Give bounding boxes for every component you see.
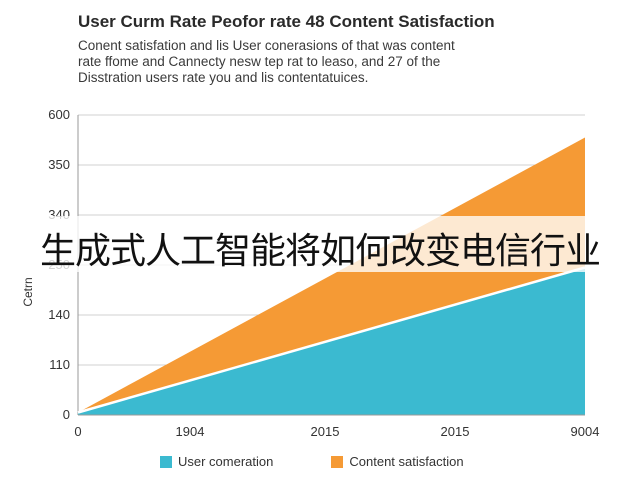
y-tick-label: 0 [63,407,70,422]
subtitle-line: rate ffome and Cannecty nesw tep rat to … [78,54,441,69]
y-tick-label: 350 [48,157,70,172]
subtitle-line: Disstration users rate you and lis conte… [78,70,369,85]
subtitle-line: Conent satisfation and lis User conerasi… [78,38,455,53]
overlay-caption: 生成式人工智能将如何改变电信行业 [39,231,601,272]
x-tick-label: 2015 [441,424,470,439]
x-tick-label: 2015 [311,424,340,439]
x-tick-label: 1904 [176,424,205,439]
overlay-banner [0,216,640,272]
legend-label: User comeration [178,454,274,469]
y-tick-label: 140 [48,307,70,322]
chart-title: User Curm Rate Peofor rate 48 Content Sa… [78,12,495,31]
legend-label: Content satisfaction [349,454,464,469]
series-area-content-satisfaction [78,137,585,413]
legend-item: User comeration [160,454,273,469]
chart-subtitle: Conent satisfation and lis User conerasi… [78,38,578,86]
legend-swatch-teal [160,455,172,468]
y-tick-label: 110 [49,357,70,372]
y-tick-label: 600 [48,107,70,122]
y-axis-label: Cetrn [21,277,35,306]
chart-legend: User comeration Content satisfaction [160,454,464,469]
legend-swatch-orange [331,455,344,468]
x-tick-label: 9004 [571,424,600,439]
series-boundary-line [77,266,586,414]
legend-item: Content satisfaction [331,454,464,469]
x-tick-label: 0 [74,424,81,439]
